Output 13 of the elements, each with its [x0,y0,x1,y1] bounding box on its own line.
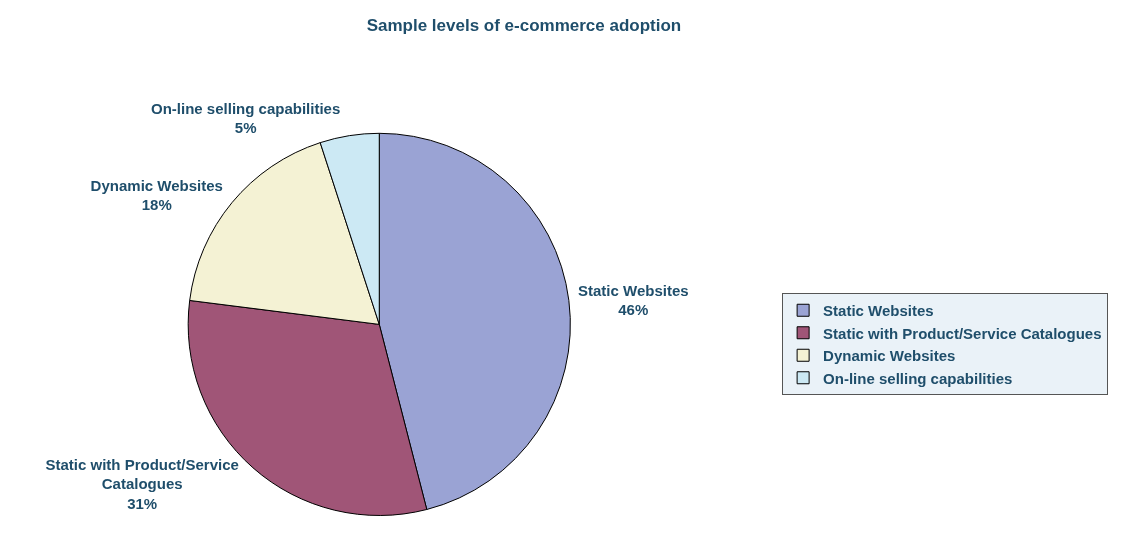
slice-label: Static with Product/Service Catalogues [45,455,239,492]
slice-label: On-line selling capabilities [151,99,341,117]
legend-label: Static with Product/Service Catalogues [823,324,1102,342]
slice-label: Static Websites [577,281,689,299]
data-label: 46% [618,301,649,319]
legend-label: On-line selling capabilities [823,369,1013,387]
data-label: 18% [141,196,172,214]
legend-label: Static Websites [823,302,934,320]
chart-title: Sample levels of e-commerce adoption [366,16,682,36]
legend-label: Dynamic Websites [823,347,956,365]
data-label: 31% [127,494,158,512]
data-label: 5% [234,119,257,137]
slice-label: Dynamic Websites [90,176,223,194]
